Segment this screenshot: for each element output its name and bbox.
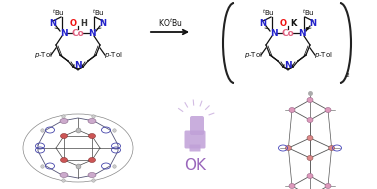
Text: $_2$: $_2$: [345, 70, 350, 80]
Text: •: •: [304, 24, 310, 34]
Text: N: N: [284, 60, 292, 70]
Ellipse shape: [289, 184, 295, 188]
Ellipse shape: [307, 98, 313, 102]
Text: N: N: [74, 60, 82, 70]
FancyBboxPatch shape: [190, 145, 201, 152]
Ellipse shape: [289, 108, 295, 112]
Text: $^t$Bu: $^t$Bu: [52, 8, 64, 19]
Text: OK: OK: [184, 157, 206, 173]
Text: N: N: [298, 29, 306, 37]
FancyBboxPatch shape: [190, 116, 204, 135]
Ellipse shape: [60, 157, 67, 163]
Text: KO$^t$Bu: KO$^t$Bu: [158, 17, 182, 29]
Ellipse shape: [88, 173, 96, 177]
Text: O: O: [280, 19, 287, 29]
Text: O: O: [70, 19, 77, 29]
Ellipse shape: [325, 108, 331, 112]
FancyBboxPatch shape: [184, 130, 205, 149]
Text: $^t$Bu: $^t$Bu: [302, 8, 314, 19]
Text: N: N: [88, 29, 96, 37]
Ellipse shape: [89, 133, 95, 139]
Text: Co: Co: [282, 29, 294, 37]
Text: N: N: [259, 19, 267, 29]
Ellipse shape: [88, 119, 96, 123]
Text: N: N: [270, 29, 278, 37]
Ellipse shape: [307, 136, 313, 140]
Ellipse shape: [89, 157, 95, 163]
Ellipse shape: [307, 118, 313, 122]
Ellipse shape: [285, 146, 291, 150]
Ellipse shape: [307, 174, 313, 178]
Ellipse shape: [329, 146, 335, 150]
Text: $^t$Bu: $^t$Bu: [262, 8, 274, 19]
Text: N: N: [60, 29, 68, 37]
Ellipse shape: [325, 184, 331, 188]
Text: N: N: [100, 19, 106, 29]
Text: $p$-Tol: $p$-Tol: [104, 50, 123, 60]
Text: $^t$Bu: $^t$Bu: [92, 8, 104, 19]
Text: N: N: [49, 19, 57, 29]
Text: H: H: [80, 19, 87, 29]
Ellipse shape: [60, 133, 67, 139]
Text: N: N: [310, 19, 317, 29]
Ellipse shape: [60, 119, 68, 123]
Ellipse shape: [307, 156, 313, 160]
Ellipse shape: [60, 173, 68, 177]
Text: $p$-Tol: $p$-Tol: [244, 50, 262, 60]
Text: $p$-Tol: $p$-Tol: [34, 50, 52, 60]
Text: Co: Co: [72, 29, 84, 37]
Text: $p$-Tol: $p$-Tol: [314, 50, 333, 60]
Text: K: K: [290, 19, 296, 29]
